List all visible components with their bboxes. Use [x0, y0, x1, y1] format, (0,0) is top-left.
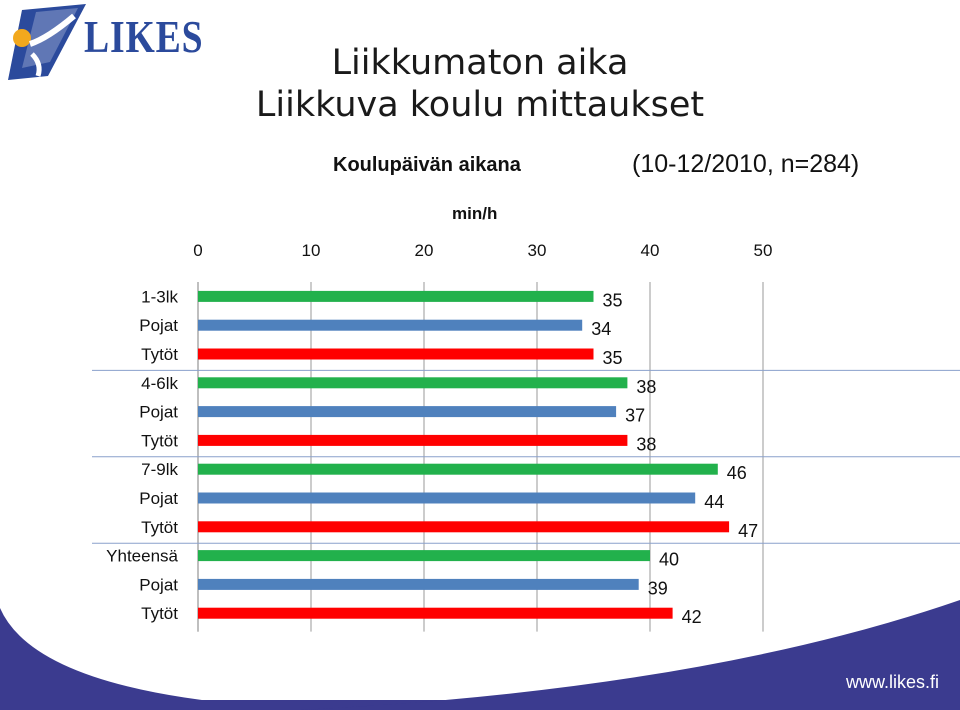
data-label: 34 [591, 319, 611, 339]
category-label: Tytöt [141, 518, 178, 537]
bar [198, 319, 583, 331]
bar [198, 463, 718, 475]
logo-text: LIKES [84, 11, 204, 62]
bar [198, 607, 673, 619]
x-tick-label: 10 [302, 241, 321, 260]
data-label: 38 [636, 434, 656, 454]
category-label: Tytöt [141, 345, 178, 364]
data-label: 40 [659, 550, 679, 570]
category-label: Pojat [139, 575, 178, 594]
bar [198, 290, 594, 302]
data-label: 38 [636, 377, 656, 397]
data-label: 37 [625, 406, 645, 426]
bar [198, 578, 639, 590]
category-label: Pojat [139, 403, 178, 422]
bar [198, 406, 617, 418]
data-label: 46 [727, 463, 747, 483]
x-tick-label: 20 [415, 241, 434, 260]
category-label: 1-3lk [141, 287, 178, 306]
data-label: 39 [648, 578, 668, 598]
footer-url: www.likes.fi [846, 672, 940, 692]
bar [198, 348, 594, 360]
category-label: Yhteensä [106, 547, 178, 566]
category-label: Tytöt [141, 604, 178, 623]
axis-unit-label: min/h [452, 204, 498, 223]
x-tick-label: 0 [193, 241, 202, 260]
bar [198, 492, 696, 504]
likes-logo: LIKES [8, 4, 203, 80]
page-title-line2: Liikkuva koulu mittaukset [255, 85, 705, 125]
bar [198, 550, 650, 562]
chart-title: Koulupäivän aikana [333, 154, 521, 176]
bar [198, 377, 628, 389]
data-label: 42 [682, 607, 702, 627]
data-label: 35 [603, 348, 623, 368]
bar [198, 434, 628, 446]
data-label: 47 [738, 521, 758, 541]
logo-figure-icon [8, 4, 86, 80]
category-label: 7-9lk [141, 460, 178, 479]
category-label: Pojat [139, 316, 178, 335]
chart-period: (10-12/2010, n=284) [632, 150, 860, 178]
data-label: 44 [704, 492, 724, 512]
category-label: 4-6lk [141, 374, 178, 393]
x-tick-label: 30 [528, 241, 547, 260]
category-label: Tytöt [141, 431, 178, 450]
page-title-line1: Liikkumaton aika [331, 43, 629, 83]
x-tick-label: 40 [641, 241, 660, 260]
x-tick-label: 50 [754, 241, 773, 260]
category-label: Pojat [139, 489, 178, 508]
bar [198, 521, 730, 533]
data-label: 35 [603, 290, 623, 310]
